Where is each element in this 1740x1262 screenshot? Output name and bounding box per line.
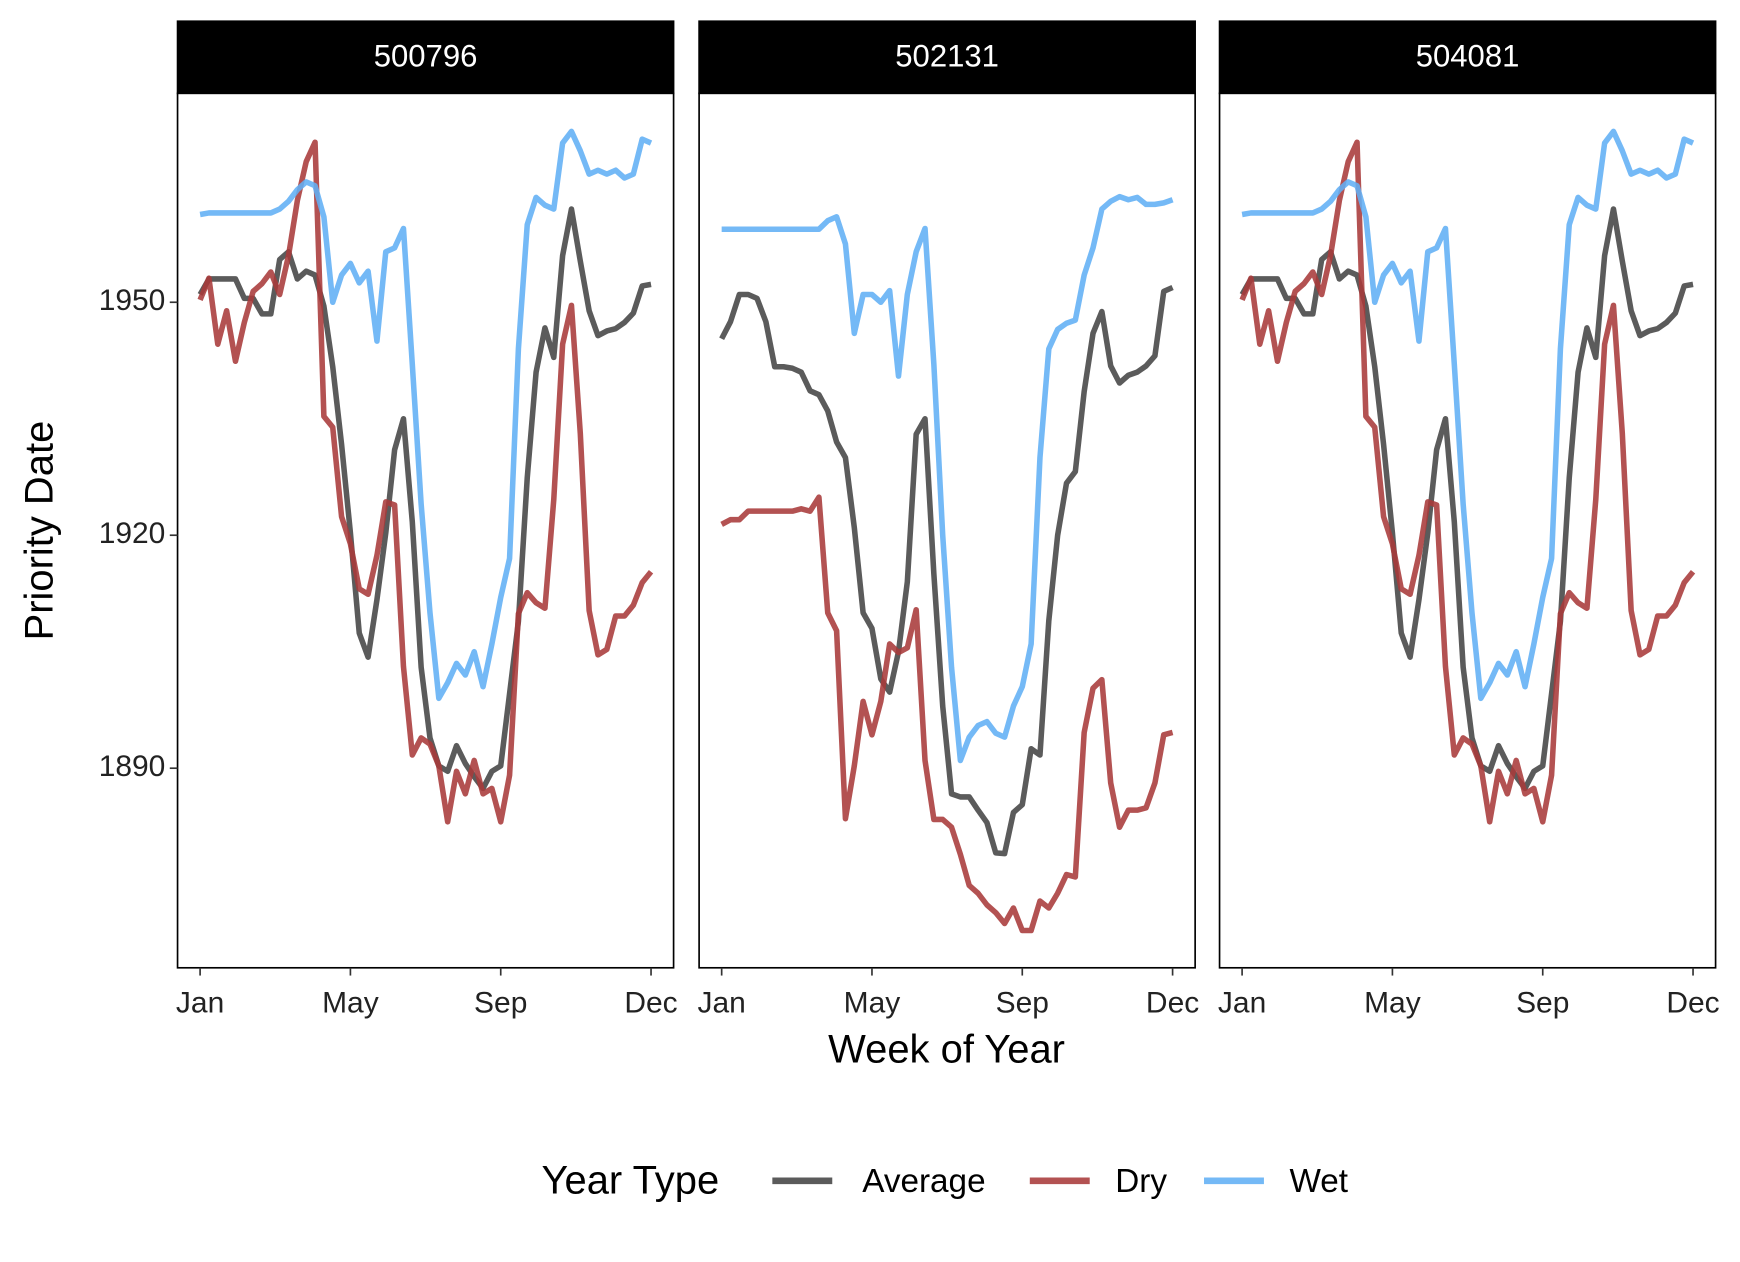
x-tick-label: Sep <box>1516 986 1569 1019</box>
panel: 500796 1890 1920 1950 Jan May Sep Dec <box>99 20 678 1019</box>
line <box>197 139 654 825</box>
x-tick-label: Dec <box>624 986 677 1019</box>
x-tick-label: May <box>1364 986 1421 1019</box>
y-tick-label: 1920 <box>99 517 166 550</box>
line <box>719 284 1174 857</box>
x-tick-label: Jan <box>176 986 224 1019</box>
panel-title: 502131 <box>895 39 999 74</box>
y-axis-title: Priority Date <box>18 421 62 641</box>
x-tick-label: Dec <box>1666 986 1719 1019</box>
legend-label: Average <box>862 1163 985 1200</box>
y-tick-label: 1950 <box>99 284 166 317</box>
x-tick-label: Sep <box>474 986 527 1019</box>
line <box>1241 128 1695 702</box>
legend-title: Year Type <box>542 1159 720 1203</box>
x-tick-label: Sep <box>996 986 1049 1019</box>
x-tick-label: May <box>322 986 379 1019</box>
x-tick-label: Jan <box>1218 986 1266 1019</box>
x-tick-label: Jan <box>698 986 746 1019</box>
x-tick-label: May <box>844 986 901 1019</box>
series-group <box>719 193 1174 934</box>
panel-title: 500796 <box>374 39 478 74</box>
series-group <box>197 128 654 825</box>
legend-label: Wet <box>1289 1163 1348 1200</box>
panel-title: 504081 <box>1416 39 1520 74</box>
line <box>199 128 653 702</box>
line <box>721 193 1174 764</box>
y-tick-label: 1890 <box>99 750 166 783</box>
plot-area <box>698 92 1196 969</box>
line <box>720 494 1174 934</box>
legend-label: Dry <box>1115 1163 1167 1200</box>
strip <box>1218 20 1717 95</box>
line <box>1239 139 1696 825</box>
strip <box>698 20 1196 95</box>
series-group <box>1239 128 1696 825</box>
x-tick-label: Dec <box>1146 986 1199 1019</box>
x-axis-title: Week of Year <box>828 1028 1065 1072</box>
strip <box>176 20 675 95</box>
panel: 504081 Jan May Sep Dec <box>1218 20 1720 1019</box>
legend: Year Type Average Dry Wet <box>542 1159 1349 1203</box>
panel: 502131 Jan May Sep Dec <box>698 20 1199 1019</box>
